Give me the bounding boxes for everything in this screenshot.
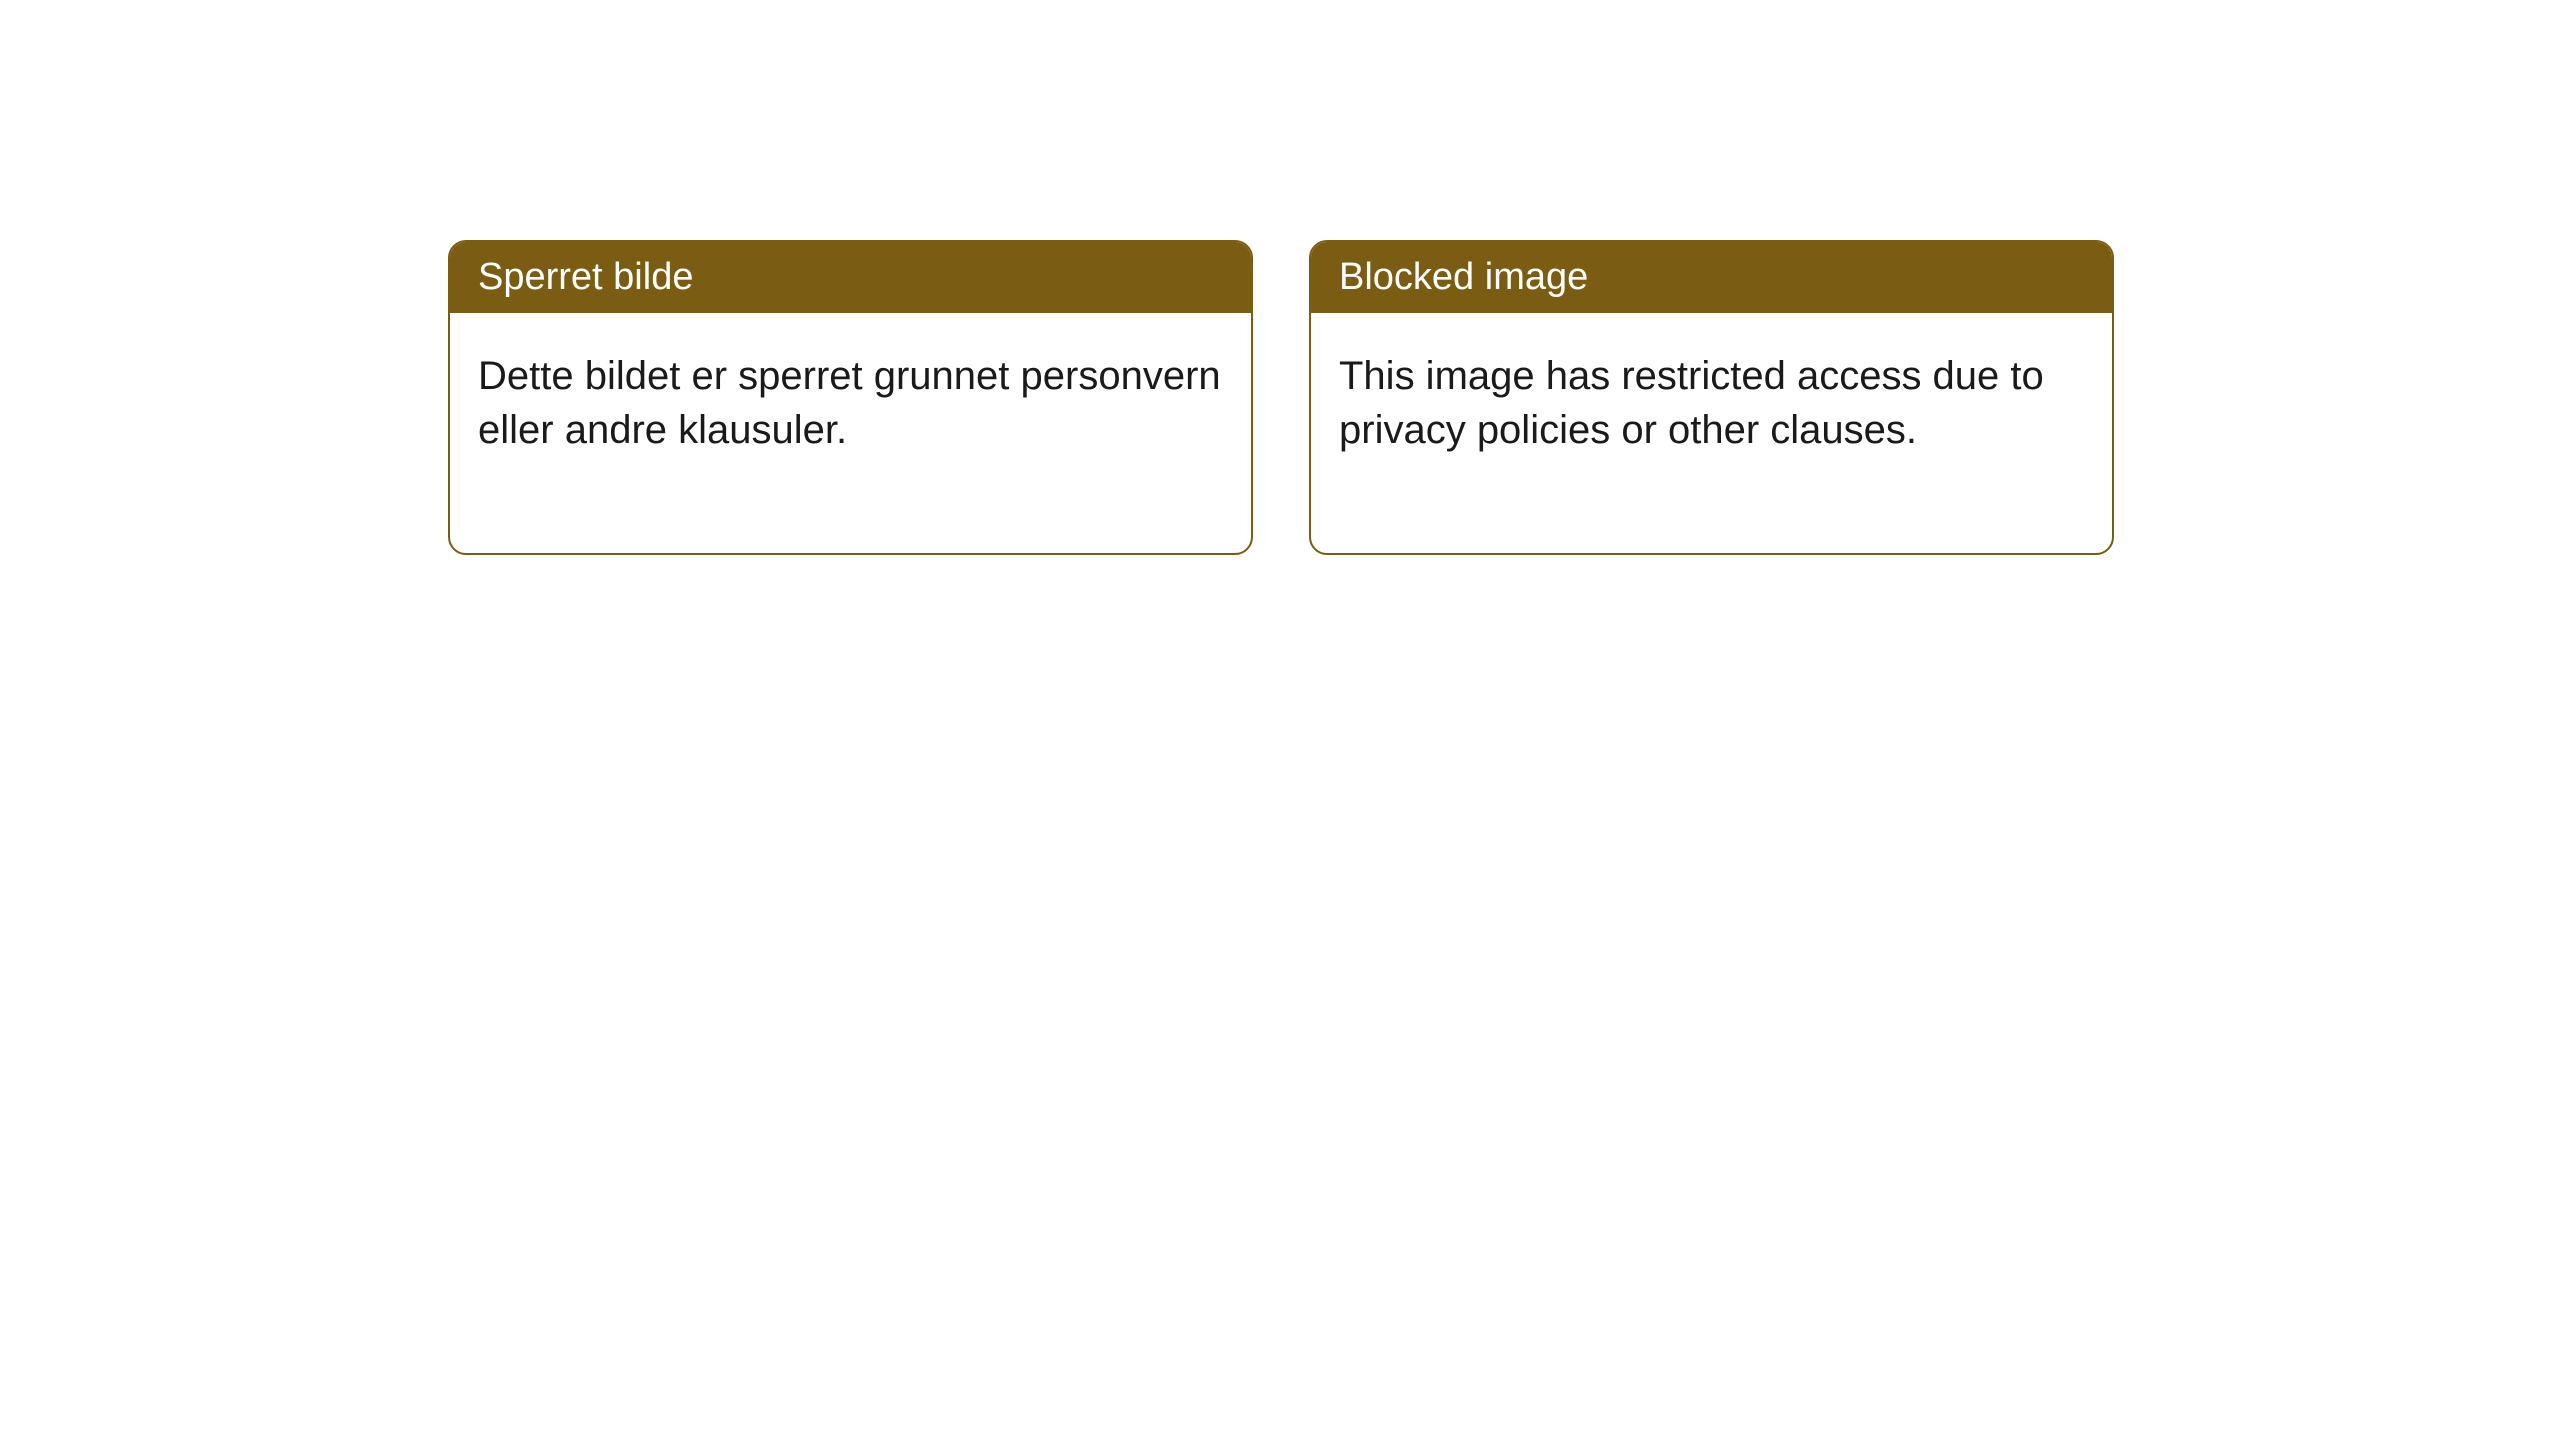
notice-title-norwegian: Sperret bilde — [450, 242, 1251, 313]
notice-card-english: Blocked image This image has restricted … — [1309, 240, 2114, 555]
notice-container: Sperret bilde Dette bildet er sperret gr… — [0, 0, 2560, 555]
notice-body-english: This image has restricted access due to … — [1311, 313, 2112, 553]
notice-title-english: Blocked image — [1311, 242, 2112, 313]
notice-card-norwegian: Sperret bilde Dette bildet er sperret gr… — [448, 240, 1253, 555]
notice-body-norwegian: Dette bildet er sperret grunnet personve… — [450, 313, 1251, 553]
